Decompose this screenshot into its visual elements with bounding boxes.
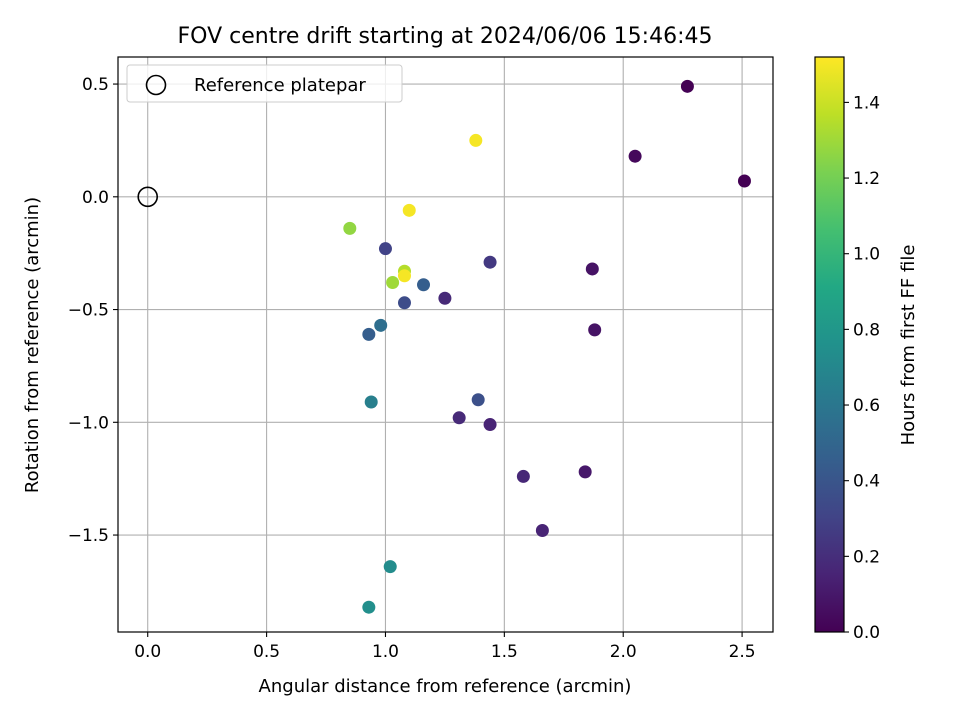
data-point [402,203,416,217]
data-point [585,262,599,276]
data-point [483,255,497,269]
data-point [469,133,483,147]
colorbar-tick-label: 0.8 [853,320,880,340]
data-point [578,465,592,479]
legend-label: Reference platepar [194,75,366,96]
x-axis-ticks: 0.0 0.5 1.0 1.5 2.0 2.5 [134,632,756,662]
data-point [438,291,452,305]
y-tick-label: −1.5 [68,526,109,546]
colorbar-tick-label: 0.6 [853,396,880,416]
y-tick-label: 0.0 [82,188,109,208]
data-point [374,318,388,332]
colorbar-tick-label: 1.4 [853,93,880,113]
data-point [362,327,376,341]
data-point [386,275,400,289]
data-point [397,269,411,283]
legend-box [126,64,403,103]
grid [118,57,773,632]
y-tick-label: −1.0 [68,413,109,433]
data-point [483,418,497,432]
data-point [397,296,411,310]
colorbar-tick-label: 0.0 [853,623,880,643]
x-tick-label: 1.0 [372,642,399,662]
data-point [362,600,376,614]
data-point [628,149,642,163]
data-points [343,79,751,614]
y-axis-label: Rotation from reference (arcmin) [22,197,43,493]
chart-title: FOV centre drift starting at 2024/06/06 … [178,24,713,49]
colorbar-label: Hours from first FF file [898,245,919,446]
x-tick-label: 1.5 [491,642,518,662]
data-point [516,469,530,483]
data-point [680,79,694,93]
data-point [737,174,751,188]
y-axis-ticks: 0.5 0.0 −0.5 −1.0 −1.5 [68,75,118,546]
data-point [588,323,602,337]
data-point [452,411,466,425]
colorbar-tick-label: 1.2 [853,169,880,189]
colorbar-tick-label: 1.0 [853,245,880,265]
colorbar [814,56,845,633]
plot-frame [117,56,774,633]
x-tick-label: 0.5 [253,642,280,662]
y-tick-label: −0.5 [68,301,109,321]
data-point [343,221,357,235]
x-tick-label: 0.0 [134,642,161,662]
colorbar-tick-label: 0.2 [853,547,880,567]
data-point [535,524,549,538]
x-tick-label: 2.5 [729,642,756,662]
data-point [471,393,485,407]
colorbar-tick-label: 0.4 [853,472,880,492]
data-point [364,395,378,409]
y-tick-label: 0.5 [82,75,109,95]
colorbar-ticks: 0.0 0.2 0.4 0.6 0.8 1.0 1.2 1.4 [844,93,880,643]
legend-marker [145,74,167,96]
x-axis-label: Angular distance from reference (arcmin) [259,676,632,697]
legend: Reference platepar [126,64,403,103]
reference-point [137,186,159,208]
data-point [378,242,392,256]
x-tick-label: 2.0 [610,642,637,662]
data-point [417,278,431,292]
data-point [383,560,397,574]
